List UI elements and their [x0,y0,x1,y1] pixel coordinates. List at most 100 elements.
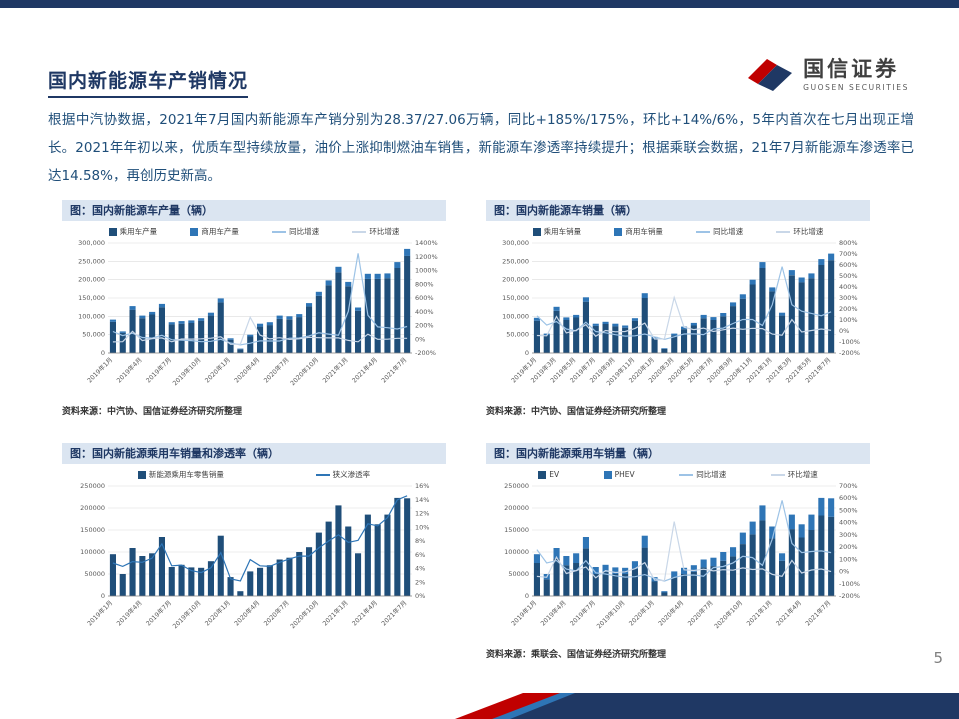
svg-text:2020年1月: 2020年1月 [203,598,232,627]
guosen-logo: 国信证券 GUOSEN SECURITIES [746,56,909,94]
svg-text:100000: 100000 [504,548,529,556]
chart-panel-nev-sales: 图：国内新能源车销量（辆） 乘用车销量 商用车销量 同比增速 环比增速 0 50,000… [486,200,870,417]
svg-text:2019年4月: 2019年4月 [114,355,143,384]
ev-phev-chart: 0 50000 100000 150000 200000 250000 -200% -100%… [504,482,860,630]
svg-text:300,000: 300,000 [78,239,105,247]
legend-line-swatch [315,473,330,476]
footer-decoration [455,693,959,719]
svg-text:150000: 150000 [80,526,105,534]
svg-text:600%: 600% [839,261,858,269]
legend-item: 环比增速 [770,469,818,480]
svg-text:0: 0 [525,349,529,357]
svg-text:200,000: 200,000 [502,276,529,284]
svg-text:2020年4月: 2020年4月 [656,598,685,627]
legend-item: 同比增速 [272,226,319,237]
svg-text:1400%: 1400% [415,239,438,247]
legend-item: 商用车销量 [614,226,663,237]
svg-text:2021年1月: 2021年1月 [744,598,773,627]
svg-text:150,000: 150,000 [78,294,105,302]
svg-text:50000: 50000 [508,570,529,578]
legend-item: 乘用车产量 [108,226,157,237]
svg-text:200%: 200% [839,305,858,313]
svg-text:0: 0 [525,592,529,600]
svg-text:4%: 4% [415,565,425,573]
svg-text:200,000: 200,000 [78,276,105,284]
svg-text:2019年10月: 2019年10月 [170,598,202,630]
legend-item: 环比增速 [776,226,823,237]
svg-text:8%: 8% [415,537,425,545]
chart-source: 资料来源：中汽协、国信证券经济研究所整理 [486,407,667,417]
svg-text:2021年7月: 2021年7月 [803,598,832,627]
svg-text:2019年10月: 2019年10月 [594,598,626,630]
page-number: 5 [933,649,943,667]
svg-text:2021年4月: 2021年4月 [350,355,379,384]
svg-text:2021年7月: 2021年7月 [379,598,408,627]
logo-company-name: 国信证券 [803,56,900,81]
svg-text:150000: 150000 [504,526,529,534]
svg-text:2020年7月: 2020年7月 [685,598,714,627]
svg-text:2019年1月: 2019年1月 [85,598,114,627]
svg-text:800%: 800% [415,280,434,288]
svg-text:2%: 2% [415,578,425,586]
svg-text:100000: 100000 [80,548,105,556]
legend-swatch [190,227,199,236]
svg-text:1000%: 1000% [415,267,438,275]
legend-item: PHEV [603,470,635,479]
svg-text:-200%: -200% [839,349,860,357]
chart-legend: 乘用车产量 商用车产量 同比增速 环比增速 [62,226,446,237]
legend-item: EV [538,470,559,479]
svg-text:2020年1月: 2020年1月 [203,355,232,384]
svg-text:800%: 800% [839,239,858,247]
svg-text:2020年1月: 2020年1月 [627,598,656,627]
svg-text:250,000: 250,000 [502,257,529,265]
svg-text:200%: 200% [415,322,434,330]
legend-item: 环比增速 [352,226,399,237]
svg-text:250,000: 250,000 [78,257,105,265]
svg-text:2020年4月: 2020年4月 [232,355,261,384]
svg-text:200%: 200% [839,543,858,551]
legend-line-swatch [770,473,785,476]
svg-text:500%: 500% [839,506,858,514]
logo-text: 国信证券 GUOSEN SECURITIES [803,56,909,92]
legend-item: 乘用车销量 [532,226,581,237]
chart-title: 图：国内新能源乘用车销量（辆） [486,443,870,464]
guosen-logo-icon [748,59,793,91]
svg-text:400%: 400% [839,519,858,527]
svg-text:100,000: 100,000 [502,312,529,320]
legend-line-swatch [352,230,367,233]
svg-text:2020年7月: 2020年7月 [261,355,290,384]
svg-text:400%: 400% [839,283,858,291]
chart-panel-ev-phev: 图：国内新能源乘用车销量（辆） EV PHEV 同比增速 环比增速 0 50000 100… [486,443,870,660]
svg-text:0%: 0% [839,327,849,335]
svg-text:16%: 16% [415,482,429,490]
legend-swatch [603,470,612,479]
svg-text:2020年10月: 2020年10月 [288,355,320,387]
svg-text:250000: 250000 [504,482,529,490]
chart-title: 图：国内新能源车产量（辆） [62,200,446,221]
svg-text:300%: 300% [839,294,858,302]
chart-panel-nev-production: 图：国内新能源车产量（辆） 乘用车产量 商用车产量 同比增速 环比增速 0 50,000… [62,200,446,417]
svg-text:2019年7月: 2019年7月 [568,598,597,627]
nev-sales-chart: 0 50,000 100,000 150,000 200,000 250,000 300,0… [502,239,860,387]
legend-item: 新能源乘用车零售销量 [137,469,224,480]
svg-text:2020年7月: 2020年7月 [261,598,290,627]
svg-text:2019年4月: 2019年4月 [114,598,143,627]
chart-legend: 新能源乘用车零售销量 狭义渗透率 [62,469,446,480]
svg-text:100%: 100% [839,316,858,324]
svg-text:2021年4月: 2021年4月 [774,598,803,627]
nev-production-chart: 0 50,000 100,000 150,000 200,000 250,000 300,0… [78,239,438,387]
svg-text:50000: 50000 [84,570,105,578]
svg-text:300%: 300% [839,531,858,539]
legend-swatch [538,470,547,479]
svg-text:600%: 600% [839,494,858,502]
chart-legend: EV PHEV 同比增速 环比增速 [486,469,870,480]
svg-text:700%: 700% [839,482,858,490]
svg-text:1200%: 1200% [415,253,438,261]
svg-text:150,000: 150,000 [502,294,529,302]
legend-line-swatch [679,473,694,476]
svg-text:300,000: 300,000 [502,239,529,247]
svg-text:100,000: 100,000 [78,312,105,320]
svg-text:2019年1月: 2019年1月 [509,598,538,627]
chart-source: 资料来源：中汽协、国信证券经济研究所整理 [62,407,243,417]
svg-text:0: 0 [101,592,105,600]
